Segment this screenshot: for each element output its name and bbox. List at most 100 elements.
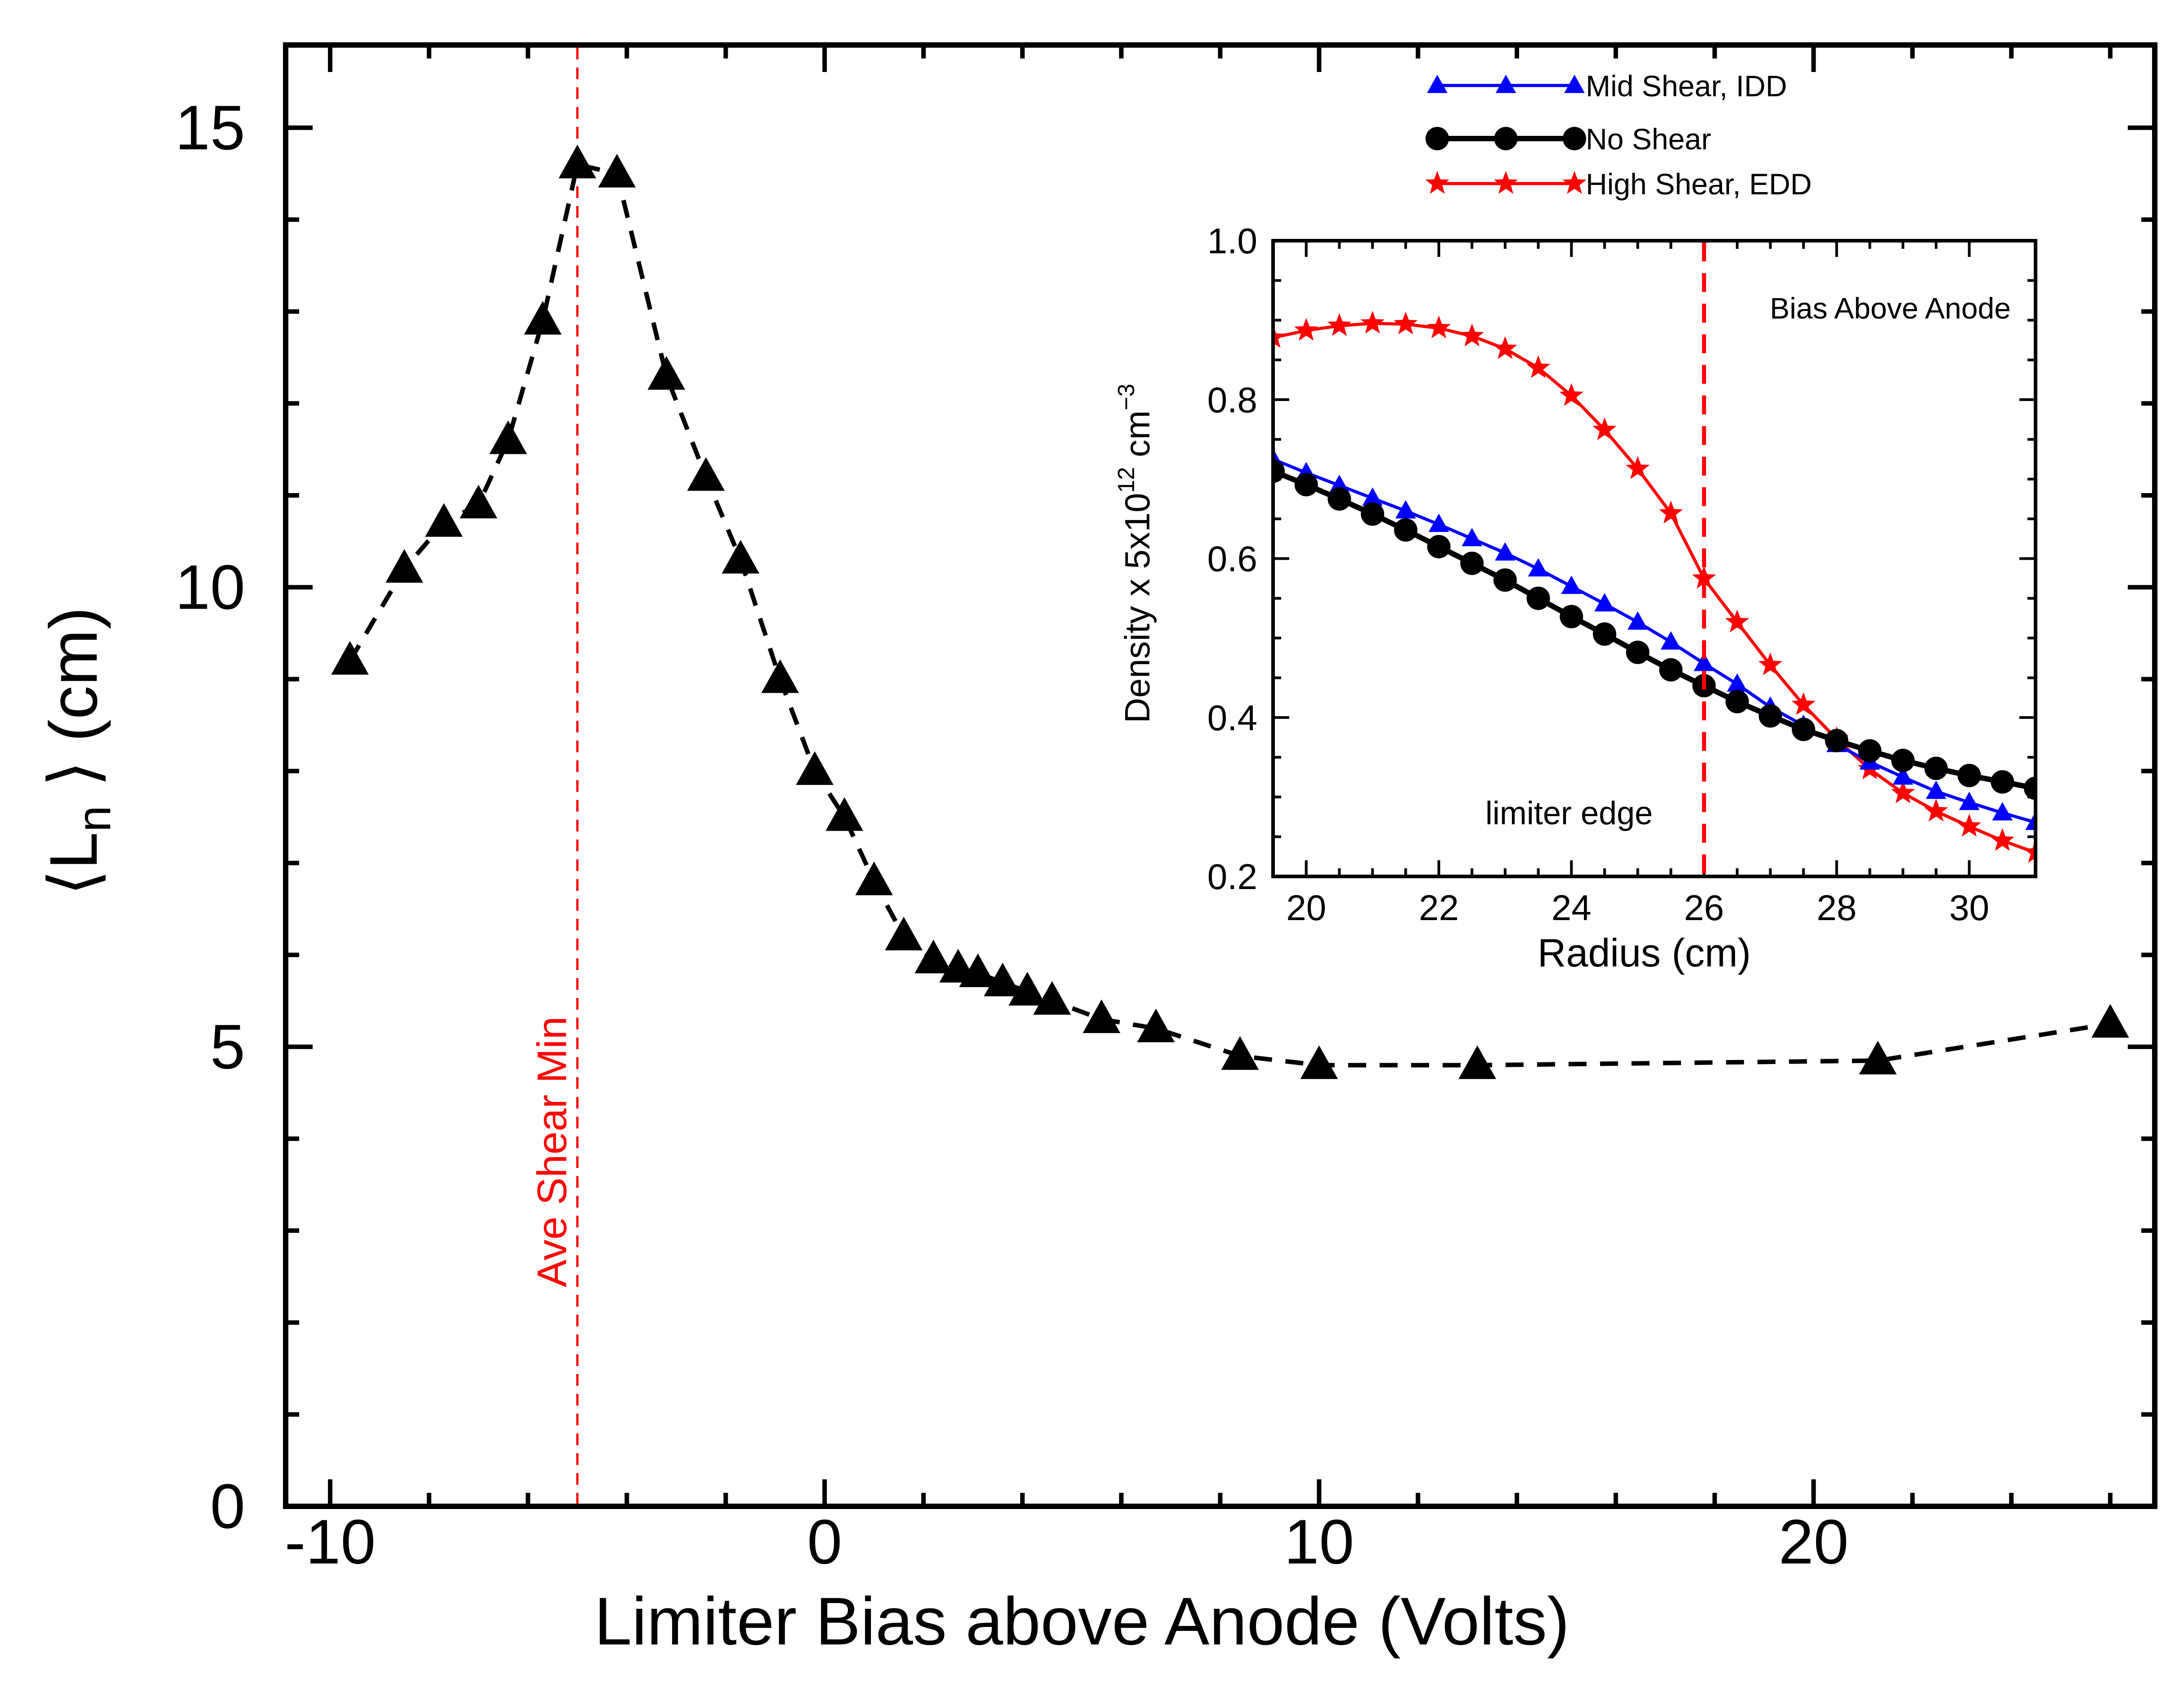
main-y-label-suffix: ⟩ (cm) (36, 607, 111, 806)
legend-marker (1425, 171, 1449, 194)
inset-data-point (1659, 658, 1683, 682)
main-data-point (489, 420, 527, 454)
inset-data-point (1427, 535, 1451, 559)
main-data-point (885, 916, 923, 951)
inset-data-point (1273, 459, 1285, 483)
legend-marker (1564, 75, 1585, 93)
main-tick-labels: -10 0 10 20 0 5 10 15 (175, 92, 1848, 1577)
main-y-tick-label: 5 (210, 1011, 245, 1082)
inset-data-point (1561, 575, 1582, 594)
inset-plot-frame (1271, 239, 2037, 878)
main-data-point (1300, 1045, 1338, 1079)
inset-background (1273, 241, 2036, 876)
inset-y-tick-label: 1.0 (1207, 221, 1257, 261)
main-data-point (687, 457, 725, 491)
inset-data-point (1294, 318, 1318, 341)
main-data-point (558, 144, 596, 179)
inset-data-point (1495, 542, 1516, 561)
inset-data-point (1594, 593, 1615, 611)
inset-data-point (1924, 756, 1948, 780)
inset-data-point (1692, 566, 1716, 589)
inset-data-point (1395, 500, 1416, 519)
main-data-point (1458, 1045, 1496, 1079)
main-y-tick-label: 10 (175, 552, 245, 622)
inset-data-point (2023, 840, 2036, 863)
inset-data-point (1926, 781, 1946, 799)
inset-y-label-sup2: −3 (1113, 384, 1139, 410)
inset-x-tick-label: 28 (1816, 888, 1857, 928)
inset-series-group (1273, 310, 2036, 863)
main-data-point (1137, 1008, 1175, 1042)
legend-marker (1562, 171, 1587, 194)
inset-y-tick-label: 0.4 (1207, 698, 1257, 738)
main-series-markers (331, 144, 2129, 1079)
main-data-point (1082, 999, 1121, 1033)
legend-marker (1426, 127, 1449, 150)
inset-data-point (1329, 475, 1350, 493)
main-data-point (761, 659, 799, 693)
inset-x-tick-label: 24 (1552, 888, 1592, 928)
main-data-point (598, 153, 636, 188)
inset-data-point (1394, 311, 1418, 335)
inset-data-point (1725, 690, 1749, 714)
main-data-point (796, 751, 834, 785)
inset-data-point (1462, 528, 1482, 547)
main-x-tick-label: 0 (807, 1506, 842, 1577)
inset-data-point (1559, 383, 1583, 406)
ave-shear-min-annotation: Ave Shear Min (529, 1016, 575, 1287)
inset-data-point (1360, 310, 1385, 334)
inset-data-point (1526, 586, 1550, 610)
inset-data-point (1924, 799, 1948, 822)
main-x-tick-label: 10 (1284, 1506, 1354, 1577)
main-data-point (855, 861, 893, 895)
inset-y-tick-label: 0.2 (1207, 857, 1257, 897)
legend-marker (1495, 75, 1516, 93)
limiter-edge-annotation: limiter edge (1485, 795, 1653, 831)
main-data-point (825, 797, 863, 831)
inset-data-point (1957, 813, 1982, 837)
bias-above-anode-annotation: Bias Above Anode (1770, 292, 2011, 325)
main-x-axis-label: Limiter Bias above Anode (Volts) (594, 1583, 1570, 1659)
inset-y-tick-label: 0.6 (1207, 539, 1257, 579)
inset-y-tick-label: 0.8 (1207, 380, 1257, 420)
inset-x-tick-label: 20 (1286, 888, 1326, 928)
main-y-tick-label: 0 (210, 1471, 245, 1541)
inset-data-point (1893, 766, 1914, 785)
inset-y-label-mid: cm (1117, 410, 1157, 467)
inset-data-point (1592, 417, 1617, 440)
inset-data-point (1957, 764, 1981, 787)
inset-data-point (1273, 325, 1285, 348)
inset-legend: Mid Shear, IDD No Shear High Shear, EDD (1425, 69, 1812, 201)
inset-data-point (1294, 473, 1318, 497)
inset-data-point (1992, 802, 2013, 821)
main-plot-frame (283, 42, 2157, 1509)
main-y-label-sub: n (68, 806, 121, 832)
inset-x-axis-label: Radius (cm) (1538, 930, 1751, 975)
legend-marker (1493, 171, 1518, 194)
inset-data-point (1362, 487, 1383, 506)
inset-data-point (1727, 673, 1748, 692)
legend-label: High Shear, EDD (1586, 167, 1812, 201)
main-data-point (722, 539, 760, 574)
legend-label: No Shear (1586, 122, 1711, 156)
inset-data-point (1426, 315, 1451, 338)
legend-marker (1427, 75, 1448, 93)
main-y-tick-label: 15 (175, 92, 245, 163)
inset-data-point (1428, 513, 1449, 532)
inset-data-point (1627, 611, 1648, 630)
legend-marker (1563, 127, 1586, 150)
main-data-point (1221, 1036, 1259, 1070)
inset-data-point (1891, 780, 1915, 804)
inset-x-tick-label: 22 (1419, 888, 1459, 928)
main-data-point (1859, 1041, 1897, 1075)
legend-marker (1494, 127, 1518, 150)
main-data-point (1033, 981, 1071, 1015)
inset-data-point (1990, 828, 2014, 851)
main-data-point (984, 962, 1022, 997)
inset-data-point (1660, 631, 1682, 650)
inset-data-point (1460, 552, 1484, 575)
inset-data-point (1991, 770, 2014, 794)
inset-data-point (1758, 652, 1783, 675)
inset-data-point (1460, 323, 1484, 346)
